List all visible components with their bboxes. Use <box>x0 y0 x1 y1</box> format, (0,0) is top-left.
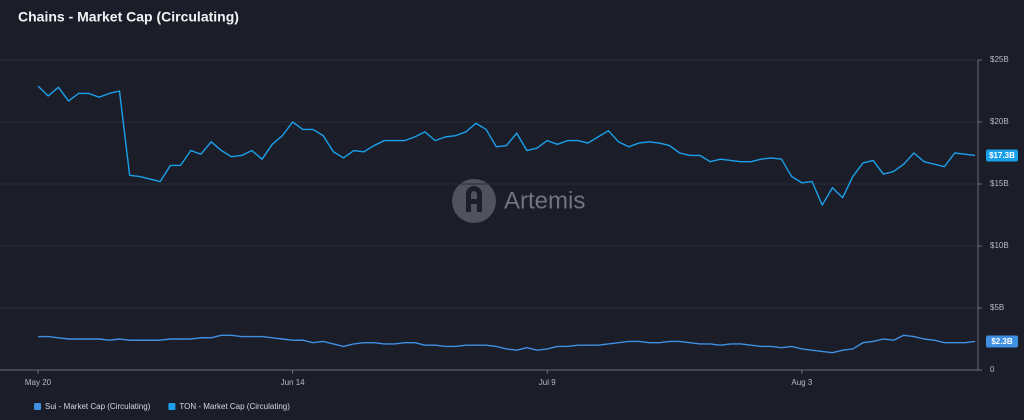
y-tick-label: $5B <box>990 303 1004 312</box>
y-tick-label: $10B <box>990 241 1009 250</box>
end-label: $2.3B <box>991 337 1013 346</box>
x-tick-label: Jul 9 <box>539 378 556 387</box>
series-line <box>38 334 976 354</box>
end-label-box <box>986 149 1018 162</box>
y-tick-label: $25B <box>990 55 1009 64</box>
chart-title: Chains - Market Cap (Circulating) <box>18 9 239 25</box>
y-tick-label: $20B <box>990 117 1009 126</box>
end-label-box <box>986 335 1018 348</box>
y-tick-label: $15B <box>990 179 1009 188</box>
watermark-text: Artemis <box>504 187 585 214</box>
legend-label: Sui - Market Cap (Circulating) <box>45 402 151 411</box>
watermark-glyph <box>466 186 482 212</box>
legend-swatch <box>168 403 176 410</box>
legend-swatch <box>34 403 41 410</box>
x-tick-label: Jun 14 <box>281 378 306 387</box>
end-label: $17.3B <box>989 151 1015 160</box>
x-tick-label: May 20 <box>25 378 52 387</box>
y-tick-label: 0 <box>990 365 995 374</box>
series-line <box>37 85 976 206</box>
watermark: Artemis <box>452 179 585 223</box>
x-tick-label: Aug 3 <box>791 378 812 387</box>
plot-area: 0 $5B $10B $15B $20B $25B May 20 Jun 14 Jul 9 Aug… <box>0 55 1018 411</box>
legend-label: TON - Market Cap (Circulating) <box>179 402 290 411</box>
